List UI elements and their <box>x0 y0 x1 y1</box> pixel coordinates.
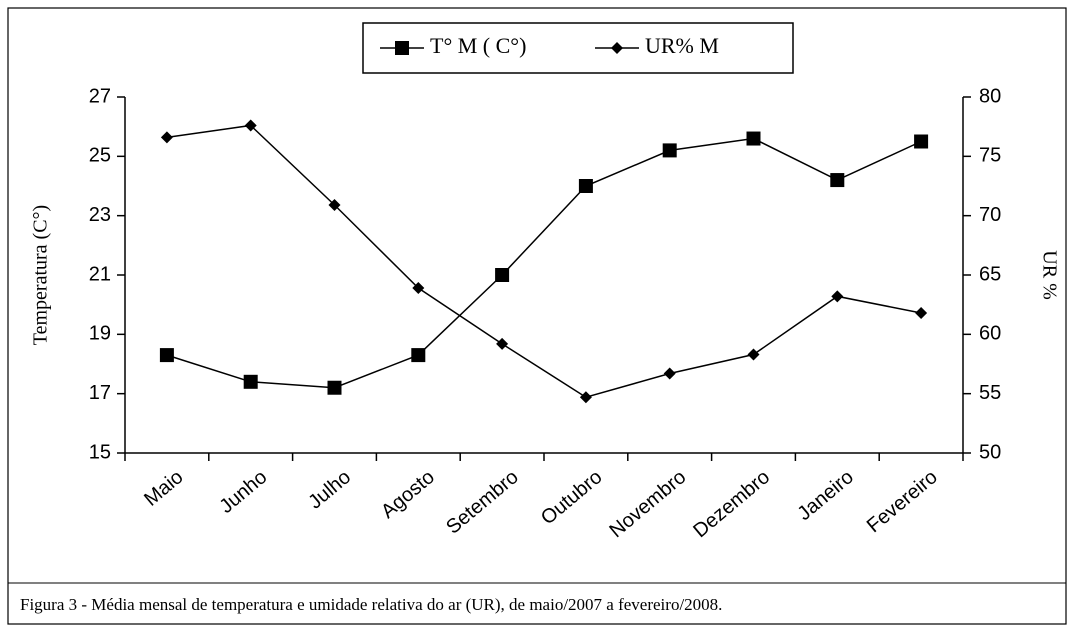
x-tick-label: Julho <box>304 466 355 514</box>
data-point <box>914 134 929 149</box>
frame <box>7 7 1067 625</box>
x-tick-label: Maio <box>140 466 187 511</box>
data-point <box>662 143 677 158</box>
y-axis-title: Temperatura (C°) <box>30 205 52 345</box>
data-point <box>578 179 593 193</box>
y2-tick-label: 75 <box>979 145 1001 167</box>
y-tick-label: 19 <box>89 323 111 345</box>
x-tick-label: Setembro <box>442 466 523 539</box>
legend-label: UR% M <box>645 33 719 58</box>
y2-tick-label: 50 <box>979 441 1001 463</box>
data-point <box>747 348 760 361</box>
y2-tick-label: 70 <box>979 204 1001 226</box>
data-point <box>663 367 676 380</box>
data-point <box>327 380 342 395</box>
y2-tick-label: 60 <box>979 323 1001 345</box>
data-point <box>159 348 174 363</box>
y-tick-label: 17 <box>89 382 111 404</box>
data-point <box>412 282 425 295</box>
data-point <box>915 306 928 319</box>
y2-tick-label: 80 <box>979 85 1001 107</box>
y-tick-label: 21 <box>89 263 111 285</box>
legend-marker <box>395 41 409 55</box>
x-tick-label: Dezembro <box>689 466 774 542</box>
y-tick-label: 15 <box>89 441 111 463</box>
data-point <box>328 198 341 211</box>
legend-label: T° M ( C°) <box>430 33 526 58</box>
data-point <box>495 268 510 282</box>
x-tick-label: Junho <box>215 466 271 518</box>
caption: Figura 3 - Média mensal de temperatura e… <box>20 595 722 614</box>
y-tick-label: 23 <box>89 204 111 226</box>
x-tick-label: Novembro <box>605 466 690 542</box>
data-point <box>160 131 173 144</box>
legend-box <box>362 22 794 74</box>
y2-tick-label: 65 <box>979 263 1001 285</box>
data-point <box>746 131 761 146</box>
data-point <box>244 119 257 132</box>
data-point <box>831 290 844 303</box>
legend-marker <box>611 42 623 54</box>
data-point <box>243 374 258 389</box>
data-point <box>411 348 426 363</box>
series-line <box>166 124 922 399</box>
x-tick-label: Agosto <box>377 466 439 523</box>
y2-axis-title: UR % <box>1038 250 1060 299</box>
x-tick-label: Outubro <box>537 466 607 529</box>
x-tick-label: Janeiro <box>794 466 858 525</box>
y-tick-label: 25 <box>89 145 111 167</box>
x-tick-label: Fevereiro <box>863 466 942 537</box>
y2-tick-label: 55 <box>979 382 1001 404</box>
data-point <box>830 173 845 188</box>
y-tick-label: 27 <box>89 85 111 107</box>
data-point <box>496 337 509 350</box>
data-point <box>579 391 592 404</box>
series-line <box>166 137 922 389</box>
